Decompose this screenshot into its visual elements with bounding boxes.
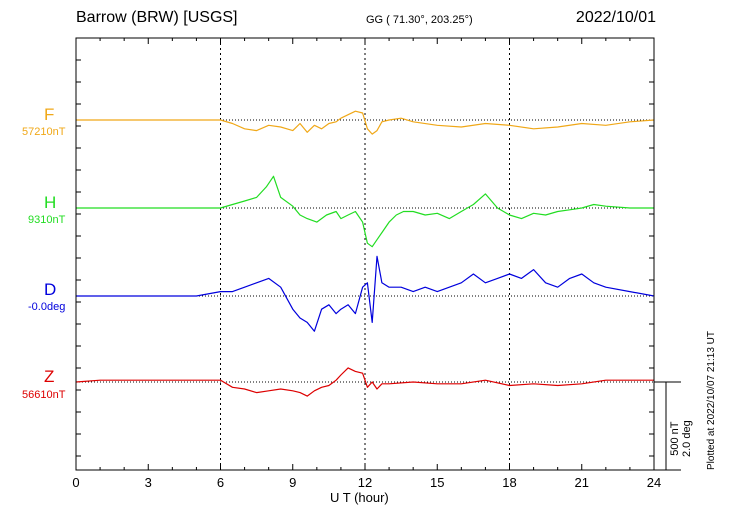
series-label-z: Z <box>44 367 55 386</box>
axis-ticks <box>75 37 655 470</box>
plot-date: 2022/10/01 <box>575 9 656 26</box>
x-tick-label-0: 0 <box>72 475 79 490</box>
x-tick-label-18: 18 <box>502 475 516 490</box>
baseline-label-h: 9310nT <box>28 214 66 226</box>
plot-timestamp: Plotted at 2022/10/07 21:13 UT <box>706 331 717 470</box>
scale-bar <box>654 381 681 471</box>
series-label-f: F <box>44 105 55 124</box>
baseline-label-f: 57210nT <box>22 126 66 138</box>
baseline-label-z: 56610nT <box>22 389 66 401</box>
station-coordinates: GG ( 71.30°, 203.25°) <box>366 14 473 26</box>
x-axis-label: U T (hour) <box>330 490 389 505</box>
x-tick-label-9: 9 <box>289 475 296 490</box>
x-tick-label-21: 21 <box>575 475 589 490</box>
series-line-h <box>76 175 654 248</box>
x-tick-label-15: 15 <box>430 475 444 490</box>
series-lines <box>75 110 655 397</box>
series-line-d <box>76 255 655 332</box>
series-label-h: H <box>44 193 57 212</box>
x-tick-label-12: 12 <box>358 475 372 490</box>
baseline-label-d: -0.0deg <box>28 301 66 313</box>
x-tick-labels: 0 3 6 9 12 15 18 21 24 <box>72 475 661 490</box>
scale-deg: 2.0 deg <box>681 420 693 457</box>
grid-lines <box>220 38 510 470</box>
scale-nt: 500 nT <box>669 421 681 456</box>
x-tick-label-24: 24 <box>647 475 661 490</box>
station-title: Barrow (BRW) [USGS] <box>76 9 238 26</box>
scale-label: 500 nT 2.0 deg <box>669 420 693 457</box>
series-line-f <box>76 110 655 135</box>
x-tick-label-6: 6 <box>217 475 224 490</box>
x-tick-label-3: 3 <box>145 475 152 490</box>
series-label-d: D <box>44 280 57 299</box>
series-line-z <box>75 367 654 397</box>
